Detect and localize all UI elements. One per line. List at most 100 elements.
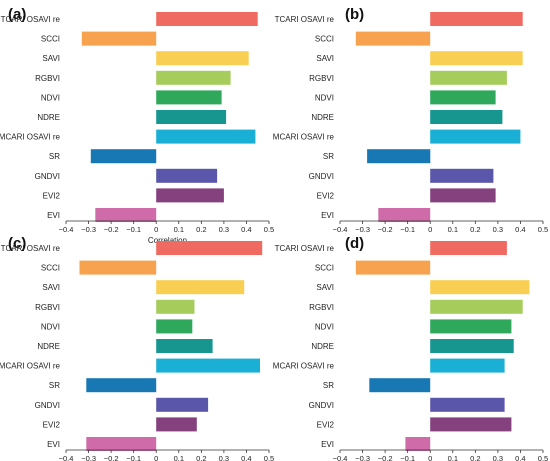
bar <box>430 51 523 66</box>
category-label: EVI2 <box>43 420 61 429</box>
bar <box>156 319 193 334</box>
category-label: NDVI <box>41 93 60 102</box>
bar <box>156 299 195 314</box>
chart-panel-b: (b) TCARI OSAVI re SCCI SAVI RGBVI NDVI NDRE MC… <box>273 6 548 234</box>
x-tick-label: −0.2 <box>104 454 119 461</box>
bar <box>430 339 514 353</box>
category-label: TCARI OSAVI re <box>275 244 335 253</box>
category-label: SCCI <box>41 264 60 273</box>
panel-label: (b) <box>345 6 364 23</box>
panel-label: (a) <box>8 6 26 23</box>
category-label: RGBVI <box>309 303 334 312</box>
category-label: EVI2 <box>317 420 335 429</box>
bar <box>156 129 256 144</box>
bar <box>95 208 157 222</box>
category-label: SCCI <box>315 264 334 273</box>
panel-label: (d) <box>345 235 364 252</box>
category-label: SR <box>49 381 60 390</box>
bar <box>430 397 505 412</box>
bar <box>156 168 218 183</box>
x-tick-label: −0.1 <box>400 454 415 461</box>
category-label: RGBVI <box>35 74 60 83</box>
x-tick-label: −0.4 <box>59 225 74 234</box>
category-label: EVI <box>321 440 334 449</box>
category-label: NDVI <box>315 322 334 331</box>
bar <box>430 110 503 124</box>
bar <box>156 417 197 432</box>
category-label: GNDVI <box>309 401 334 410</box>
bar <box>430 358 505 373</box>
x-tick-label: −0.1 <box>126 454 141 461</box>
x-tick-label: 0.2 <box>196 454 206 461</box>
bar <box>430 90 496 105</box>
bar <box>156 70 231 85</box>
x-tick-label: −0.2 <box>378 454 393 461</box>
category-label: EVI <box>47 211 60 220</box>
bar <box>156 188 224 203</box>
category-label: NDRE <box>37 342 60 351</box>
category-label: NDVI <box>315 93 334 102</box>
bar <box>430 188 496 203</box>
chart-panel-c: (c)TCARI OSAVI re SCCI SAVI RGBVI NDVI NDRE MC… <box>0 235 274 461</box>
bar <box>430 280 530 295</box>
bar <box>355 31 431 46</box>
x-tick-label: −0.3 <box>81 454 96 461</box>
x-tick-label: 0 <box>428 225 432 234</box>
chart-panel-d: (d) TCARI OSAVI re SCCI SAVI RGBVI NDVI NDRE MC… <box>273 235 548 461</box>
x-tick-label: 0.5 <box>538 225 548 234</box>
x-axis-title: Correlation <box>148 236 187 245</box>
category-label: EVI2 <box>43 191 61 200</box>
category-label: NDRE <box>311 113 334 122</box>
bar <box>156 12 258 26</box>
category-label: MCARI OSAVI re <box>273 133 335 142</box>
category-label: RGBVI <box>309 74 334 83</box>
bar <box>355 260 431 275</box>
x-tick-label: −0.3 <box>355 454 370 461</box>
category-label: NDRE <box>37 113 60 122</box>
x-tick-label: −0.1 <box>400 225 415 234</box>
bar <box>430 241 507 255</box>
category-label: SAVI <box>42 283 60 292</box>
panel-label: (c) <box>8 235 26 252</box>
bar <box>156 339 213 353</box>
x-tick-label: −0.3 <box>81 225 96 234</box>
bar <box>430 417 512 432</box>
category-label: GNDVI <box>35 172 60 181</box>
bar <box>430 168 494 183</box>
bar <box>430 12 523 26</box>
x-tick-label: 0 <box>154 454 158 461</box>
x-tick-label: 0.4 <box>241 454 251 461</box>
category-label: GNDVI <box>35 401 60 410</box>
x-tick-label: −0.4 <box>59 454 74 461</box>
category-label: EVI <box>47 440 60 449</box>
bar <box>156 358 260 373</box>
category-label: TCARI OSAVI re <box>1 244 61 253</box>
category-label: MCARI OSAVI re <box>0 133 61 142</box>
category-label: SR <box>49 152 60 161</box>
category-label: TCARI OSAVI re <box>1 15 61 24</box>
category-label: SCCI <box>315 35 334 44</box>
x-tick-label: 0.1 <box>174 454 184 461</box>
category-label: MCARI OSAVI re <box>273 362 335 371</box>
category-label: RGBVI <box>35 303 60 312</box>
bar <box>430 299 523 314</box>
x-tick-label: 0.2 <box>470 225 480 234</box>
bar <box>79 260 157 275</box>
x-tick-label: 0.2 <box>196 225 206 234</box>
bar <box>156 241 263 255</box>
bar <box>430 129 521 144</box>
bar <box>156 397 209 412</box>
x-tick-label: 0.1 <box>448 454 458 461</box>
bar <box>156 90 222 105</box>
x-tick-label: 0.4 <box>241 225 251 234</box>
x-tick-label: 0.5 <box>264 225 274 234</box>
category-label: SR <box>323 381 334 390</box>
category-label: SAVI <box>42 54 60 63</box>
category-label: EVI <box>321 211 334 220</box>
bar <box>90 149 157 164</box>
x-tick-label: −0.2 <box>378 225 393 234</box>
x-tick-label: 0.2 <box>470 454 480 461</box>
bar <box>405 437 431 451</box>
x-tick-label: 0.4 <box>515 454 525 461</box>
